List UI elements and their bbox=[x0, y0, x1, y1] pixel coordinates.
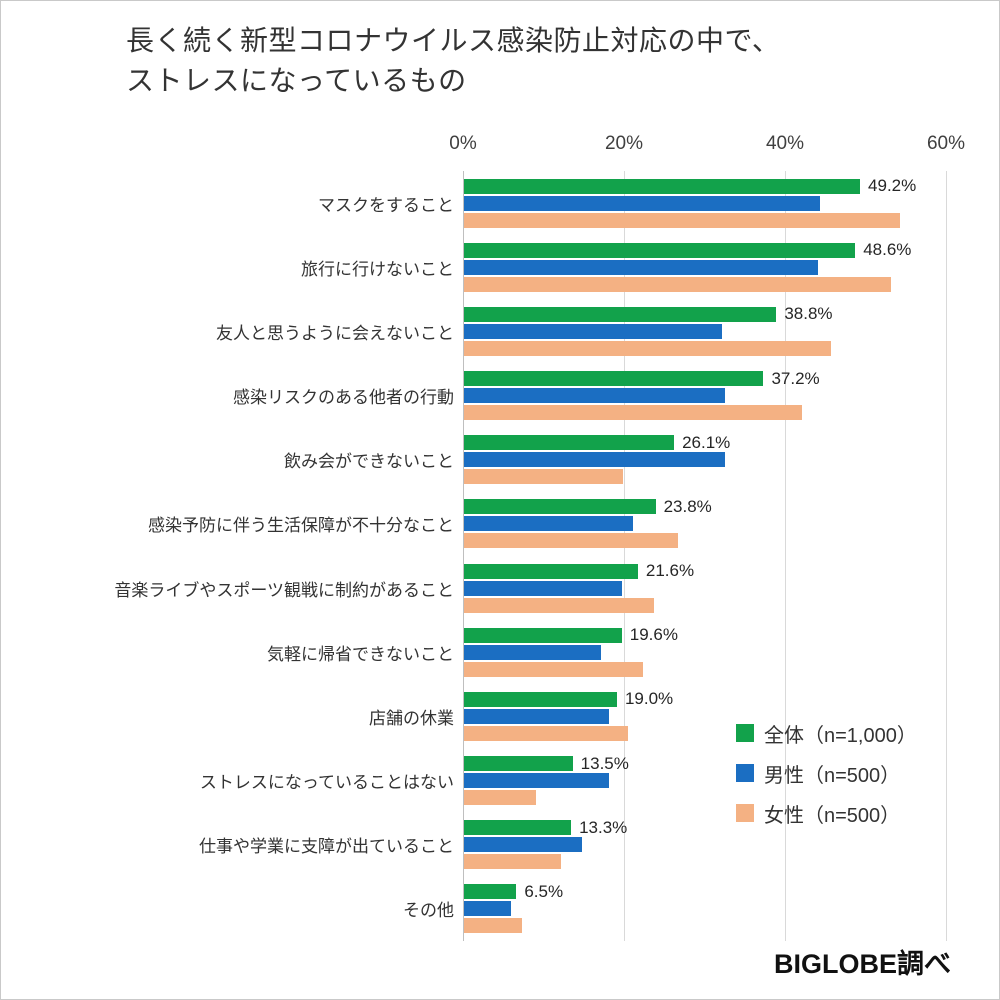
legend-swatch-female bbox=[736, 804, 754, 822]
category-label: 気軽に帰省できないこと bbox=[267, 644, 454, 664]
bar-female bbox=[464, 405, 803, 421]
bar-male bbox=[464, 452, 725, 468]
bar-overall bbox=[464, 884, 517, 900]
bar-male bbox=[464, 516, 634, 532]
bar-male bbox=[464, 708, 609, 724]
category-label: マスクをすること bbox=[318, 195, 454, 215]
legend-swatch-overall bbox=[736, 724, 754, 742]
bar-female bbox=[464, 918, 522, 934]
category-label: 店舗の休業 bbox=[369, 708, 454, 728]
category-label: 飲み会ができないこと bbox=[284, 452, 454, 472]
gridline bbox=[946, 171, 947, 941]
x-tick-label: 20% bbox=[604, 133, 644, 154]
bar-overall bbox=[464, 756, 573, 772]
category-label: その他 bbox=[403, 901, 454, 921]
value-label: 23.8% bbox=[663, 496, 712, 516]
bar-male bbox=[464, 388, 725, 404]
legend-item: 全体（n=1,000） bbox=[736, 713, 917, 753]
value-label: 48.6% bbox=[863, 240, 912, 260]
gridline bbox=[785, 171, 786, 941]
bar-overall bbox=[464, 178, 861, 194]
x-tick-label: 40% bbox=[765, 133, 805, 154]
value-label: 26.1% bbox=[682, 432, 731, 452]
bar-overall bbox=[464, 242, 856, 258]
bar-overall bbox=[464, 627, 622, 643]
value-label: 38.8% bbox=[784, 304, 833, 324]
bar-female bbox=[464, 533, 679, 549]
category-label: 仕事や学業に支障が出ていること bbox=[199, 837, 454, 857]
bar-female bbox=[464, 212, 901, 228]
bar-overall bbox=[464, 691, 617, 707]
bar-male bbox=[464, 195, 820, 211]
legend-label: 全体（n=1,000） bbox=[764, 724, 917, 747]
bar-male bbox=[464, 644, 601, 660]
value-label: 19.0% bbox=[624, 689, 674, 709]
value-label: 6.5% bbox=[524, 881, 564, 901]
legend: 全体（n=1,000） 男性（n=500） 女性（n=500） bbox=[736, 713, 917, 833]
source-credit: BIGLOBE調べ bbox=[773, 949, 951, 979]
bar-overall bbox=[464, 820, 572, 836]
category-label: 旅行に行けないこと bbox=[301, 259, 454, 279]
bar-overall bbox=[464, 563, 638, 579]
category-label: 感染予防に伴う生活保障が不十分なこと bbox=[148, 516, 454, 536]
value-label: 19.6% bbox=[629, 625, 678, 645]
bar-female bbox=[464, 597, 654, 613]
y-axis-line bbox=[463, 171, 464, 941]
legend-label: 男性（n=500） bbox=[764, 764, 901, 787]
legend-swatch-male bbox=[736, 764, 754, 782]
bar-female bbox=[464, 661, 643, 677]
category-label: ストレスになっていることはない bbox=[199, 773, 454, 793]
category-label: 音楽ライブやスポーツ観戦に制約があること bbox=[114, 580, 454, 600]
value-label: 21.6% bbox=[645, 561, 695, 581]
value-label: 13.5% bbox=[580, 753, 629, 773]
legend-item: 女性（n=500） bbox=[736, 793, 917, 833]
x-tick-label: 60% bbox=[926, 133, 966, 154]
bar-female bbox=[464, 340, 832, 356]
bar-female bbox=[464, 469, 624, 485]
category-label: 友人と思うように会えないこと bbox=[216, 323, 454, 343]
chart-title-line2: ストレスになっているもの bbox=[126, 65, 467, 96]
category-label: 感染リスクのある他者の行動 bbox=[233, 388, 454, 408]
chart-title: 長く続く新型コロナウイルス感染防止対応の中で、 ストレスになっているもの bbox=[126, 21, 780, 101]
legend-label: 女性（n=500） bbox=[764, 804, 901, 827]
bar-male bbox=[464, 323, 722, 339]
bar-male bbox=[464, 837, 582, 853]
bar-female bbox=[464, 790, 537, 806]
chart-title-line1: 長く続く新型コロナウイルス感染防止対応の中で、 bbox=[126, 25, 781, 56]
bar-male bbox=[464, 901, 511, 917]
gridline bbox=[624, 171, 625, 941]
bar-female bbox=[464, 276, 891, 292]
x-tick-label: 0% bbox=[449, 133, 477, 154]
bar-overall bbox=[464, 499, 656, 515]
legend-item: 男性（n=500） bbox=[736, 753, 917, 793]
bar-overall bbox=[464, 371, 764, 387]
value-label: 49.2% bbox=[868, 176, 917, 196]
bar-overall bbox=[464, 306, 777, 322]
bar-male bbox=[464, 259, 819, 275]
bar-male bbox=[464, 580, 622, 596]
bar-female bbox=[464, 854, 561, 870]
bar-female bbox=[464, 725, 629, 741]
bar-male bbox=[464, 773, 609, 789]
value-label: 13.3% bbox=[579, 817, 628, 837]
value-label: 37.2% bbox=[771, 368, 820, 388]
bar-overall bbox=[464, 435, 675, 451]
